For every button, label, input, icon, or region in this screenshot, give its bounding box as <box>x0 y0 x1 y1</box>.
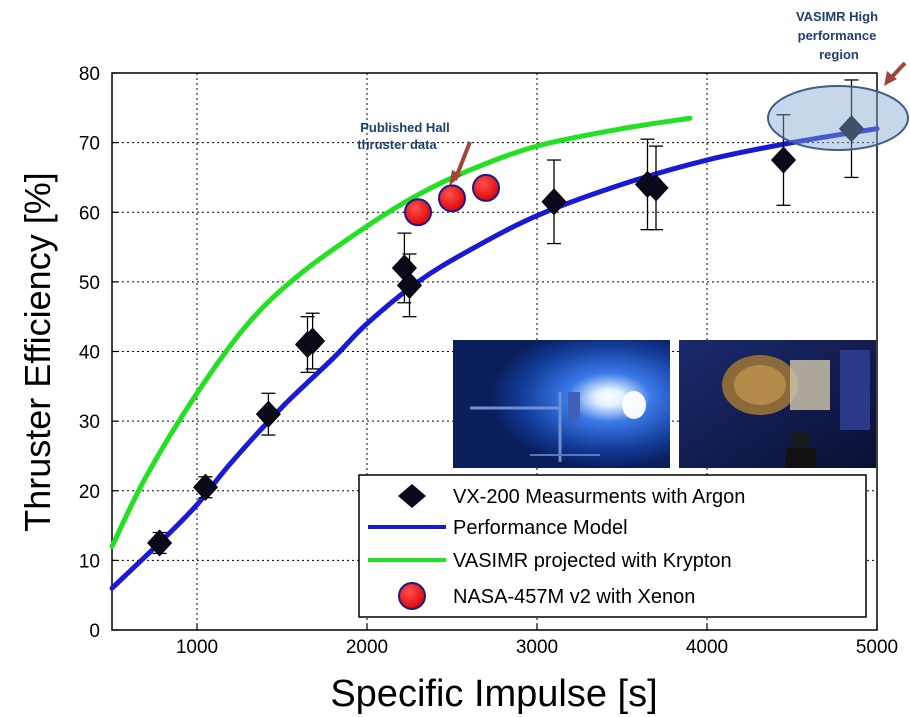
vasimr-arrowhead-icon <box>884 71 897 86</box>
x-axis-title: Specific Impulse [s] <box>330 673 657 715</box>
hall-annotation-line-2: thruster data <box>357 137 437 152</box>
vx200-data-point <box>643 145 669 231</box>
x-tick-labels: 1000 2000 3000 4000 5000 <box>176 624 898 658</box>
vx200-data-point <box>147 529 173 557</box>
legend-label-xenon: NASA-457M v2 with Xenon <box>453 586 695 608</box>
y-tick-label: 30 <box>79 412 100 433</box>
diamond-marker <box>300 327 326 355</box>
diamond-marker <box>396 271 423 299</box>
y-tick-label: 70 <box>79 134 100 155</box>
xenon-data-point <box>472 173 500 202</box>
diamond-marker <box>643 174 669 202</box>
legend-label-krypton: VASIMR projected with Krypton <box>453 550 732 572</box>
diamond-marker <box>770 146 797 174</box>
legend-label-model: Performance Model <box>453 517 628 539</box>
diamond-marker <box>147 529 173 557</box>
y-tick-labels: 0 10 20 30 40 50 60 70 80 <box>79 64 118 642</box>
vx200-data-point <box>541 159 567 245</box>
y-tick-label: 60 <box>79 203 100 224</box>
legend-item-xenon: NASA-457M v2 with Xenon <box>398 582 695 610</box>
vx200-data-point <box>396 253 423 318</box>
krypton-projection-line <box>109 115 693 549</box>
hall-arrowhead-icon <box>449 170 462 186</box>
x-tick-label: 5000 <box>856 637 898 658</box>
vx200-data-point <box>770 114 797 206</box>
y-tick-label: 80 <box>79 64 100 85</box>
x-tick-label: 2000 <box>346 637 388 658</box>
hall-annotation: Published Hall thruster data <box>357 120 472 186</box>
vx200-data-point <box>838 79 865 179</box>
legend-label-vx200: VX-200 Measurments with Argon <box>453 486 745 508</box>
y-tick-label: 50 <box>79 273 100 294</box>
diamond-marker <box>541 188 567 216</box>
red-circle-marker-icon <box>398 582 426 610</box>
y-tick-label: 40 <box>79 343 100 364</box>
y-axis-title: Thruster Efficiency [%] <box>17 172 58 531</box>
vasimr-annotation-line-3: region <box>819 47 859 62</box>
plasma-plume-photo <box>453 340 670 468</box>
vx200-data-point <box>300 312 326 370</box>
vx200-data-point <box>192 473 219 501</box>
xenon-data-point <box>438 184 466 213</box>
x-tick-label: 3000 <box>516 637 558 658</box>
xenon-data-point <box>404 198 432 227</box>
diamond-marker <box>255 400 281 428</box>
diamond-marker <box>838 115 865 143</box>
y-tick-label: 0 <box>89 621 100 642</box>
vasimr-annotation-line-2: performance <box>798 28 877 43</box>
y-tick-label: 10 <box>79 551 100 572</box>
x-tick-label: 1000 <box>176 637 218 658</box>
legend: VX-200 Measurments with Argon Performanc… <box>358 474 867 618</box>
y-tick-label: 20 <box>79 482 100 503</box>
legend-item-vx200: VX-200 Measurments with Argon <box>398 484 745 508</box>
thruster-hardware-photo <box>679 340 876 468</box>
legend-item-model: Performance Model <box>368 517 628 539</box>
vasimr-annotation-line-1: VASIMR High <box>796 9 878 24</box>
hall-annotation-line-1: Published Hall <box>360 120 450 135</box>
diamond-marker <box>192 473 219 501</box>
series-points <box>147 79 865 557</box>
vasimr-annotation: VASIMR High performance region <box>767 9 909 151</box>
legend-item-krypton: VASIMR projected with Krypton <box>368 550 732 572</box>
legend-box <box>358 474 867 618</box>
vasimr-region-ellipse <box>767 85 909 151</box>
x-tick-label: 4000 <box>686 637 728 658</box>
diamond-marker-icon <box>398 484 426 508</box>
vx200-data-point <box>255 392 281 436</box>
